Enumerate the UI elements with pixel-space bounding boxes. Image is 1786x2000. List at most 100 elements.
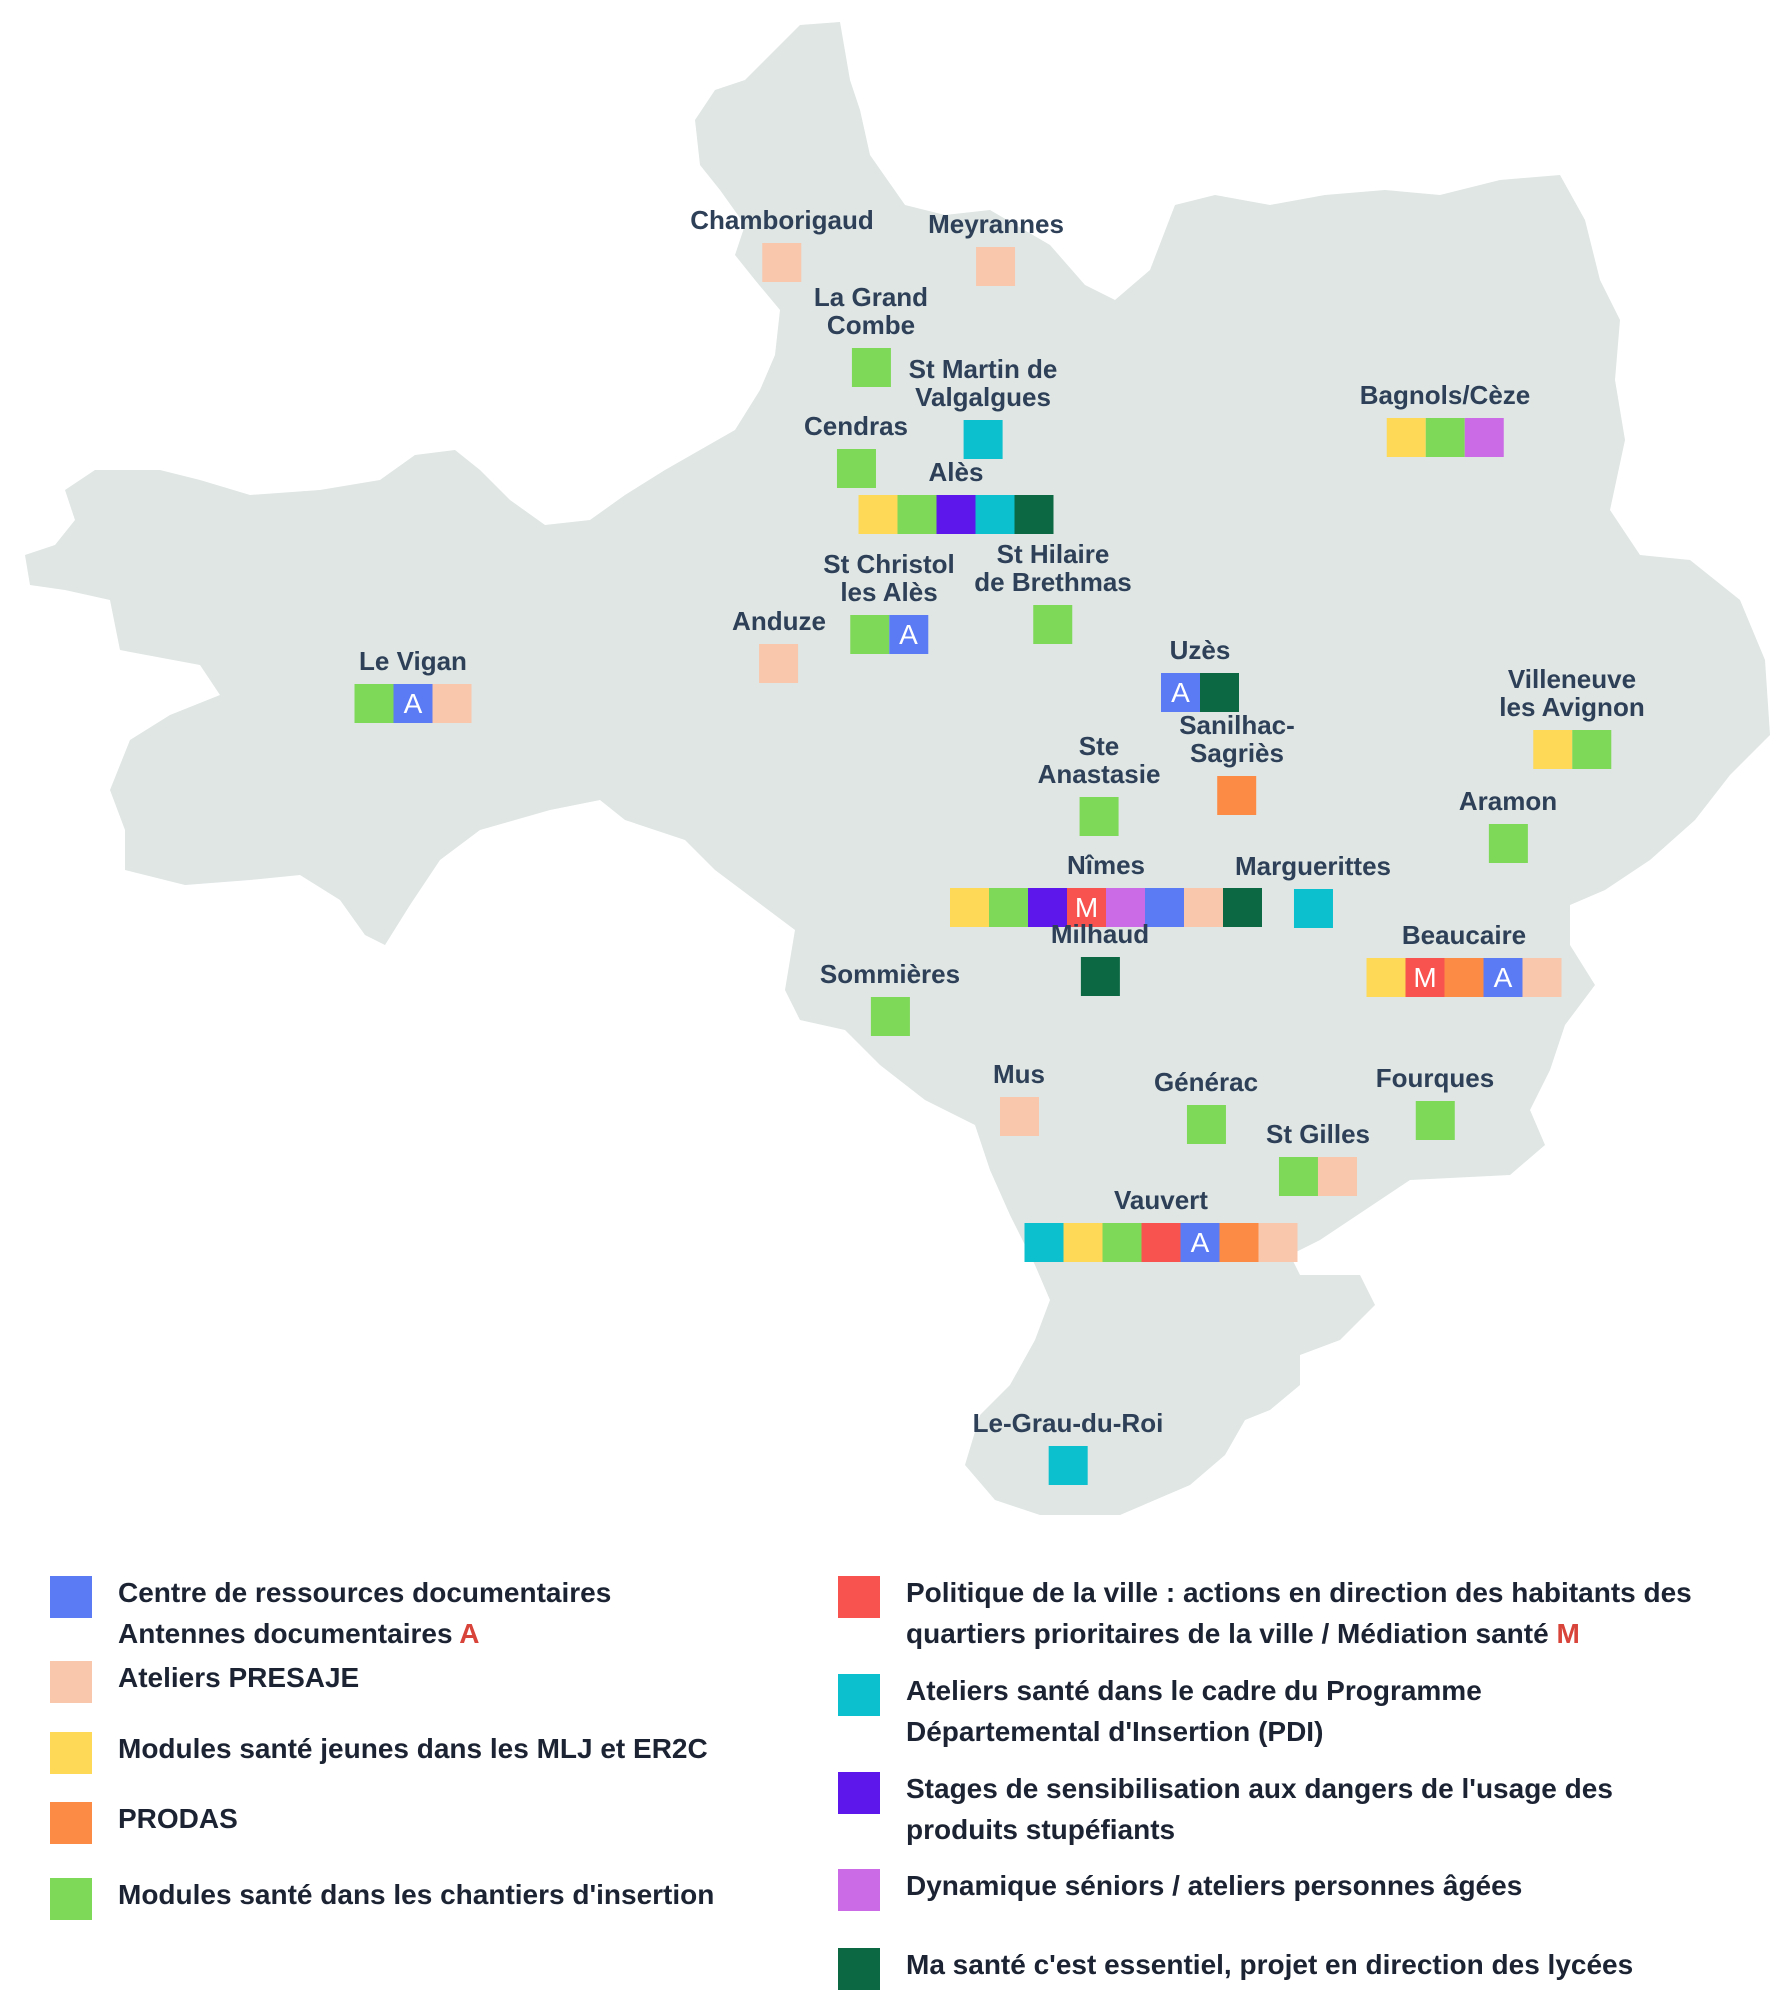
action-markers <box>1278 1157 1357 1196</box>
marker-chantiers <box>897 495 937 534</box>
place-label: Bagnols/Cèze <box>1359 380 1531 410</box>
marker-chantiers <box>1425 418 1465 457</box>
marker-chantiers <box>836 449 876 488</box>
place-label: Chamborigaud <box>690 205 874 235</box>
action-markers <box>1533 730 1611 769</box>
place-chamborigaud: Chamborigaud <box>690 205 874 282</box>
marker-centre: A <box>1161 673 1200 712</box>
marker-chantiers <box>1033 605 1073 644</box>
place-st-martin-de-valgalgues: St Martin de Valgalgues <box>909 355 1057 459</box>
place-fourques: Fourques <box>1376 1064 1494 1140</box>
place-st-christol-les-ales: St Christol les Alès A <box>823 550 955 654</box>
marker-stages <box>1028 888 1067 927</box>
marker-presaje <box>1184 888 1223 927</box>
place-generac: Générac <box>1154 1068 1258 1144</box>
marker-centre: A <box>393 684 433 723</box>
marker-chantiers <box>870 997 910 1036</box>
place-label: Meyrannes <box>928 209 1064 239</box>
marker-seniors <box>1106 888 1145 927</box>
legend-label: Ateliers PRESAJE <box>118 1662 360 1693</box>
marker-pdi <box>975 495 1015 534</box>
marker-centre: A <box>888 615 928 654</box>
marker-prodas <box>1219 1223 1259 1262</box>
legend-swatch <box>50 1576 92 1618</box>
legend-swatch <box>838 1869 880 1911</box>
place-mus: Mus <box>993 1060 1045 1136</box>
place-label: Le Vigan <box>359 646 467 676</box>
action-markers <box>1079 797 1119 836</box>
action-markers <box>976 247 1016 286</box>
marker-lycees <box>1223 888 1262 927</box>
action-markers <box>1293 889 1333 928</box>
marker-pdi <box>1024 1223 1064 1262</box>
place-label: Vauvert <box>1114 1185 1208 1215</box>
place-label: Fourques <box>1375 1063 1495 1093</box>
marker-centre <box>1145 888 1184 927</box>
marker-mlj <box>1386 418 1426 457</box>
marker-centre: A <box>1180 1223 1220 1262</box>
marker-politique: M <box>1067 888 1106 927</box>
place-le-vigan: Le Vigan A <box>354 646 472 723</box>
marker-presaje <box>1258 1223 1298 1262</box>
marker-lycees <box>1014 495 1054 534</box>
marker-prodas <box>1444 958 1484 997</box>
action-markers <box>1217 776 1257 815</box>
place-label: Uzès <box>1169 635 1231 665</box>
marker-seniors <box>1464 418 1504 457</box>
marker-presaje <box>1522 958 1562 997</box>
place-sommieres: Sommières <box>820 960 960 1036</box>
action-markers <box>963 420 1003 459</box>
marker-pdi <box>1293 889 1333 928</box>
place-label: Nîmes <box>1066 850 1146 880</box>
place-beaucaire: Beaucaire M A <box>1366 920 1562 997</box>
place-label: Villeneuve les Avignon <box>1499 664 1645 722</box>
legend-swatch <box>50 1661 92 1703</box>
place-uzes: Uzès A <box>1161 636 1239 712</box>
action-markers: A <box>1024 1223 1298 1262</box>
marker-lycees <box>1080 957 1120 996</box>
marker-chantiers <box>354 684 394 723</box>
marker-chantiers <box>1186 1105 1226 1144</box>
place-label: Anduze <box>732 606 826 636</box>
legend-label: Modules santé dans les chantiers d'inser… <box>118 1879 715 1910</box>
place-label: Beaucaire <box>1401 920 1527 950</box>
place-label: Aramon <box>1458 786 1558 816</box>
place-la-grand-combe: La Grand Combe <box>814 283 928 387</box>
marker-chantiers <box>1415 1101 1455 1140</box>
place-label: Mus <box>993 1059 1045 1089</box>
place-label: Marguerittes <box>1234 851 1392 881</box>
marker-politique: M <box>1405 958 1445 997</box>
legend-swatch <box>838 1576 880 1618</box>
action-markers <box>1415 1101 1455 1140</box>
marker-presaje <box>759 644 799 683</box>
action-markers <box>836 449 876 488</box>
marker-chantiers <box>989 888 1028 927</box>
action-markers <box>858 495 1054 534</box>
place-anduze: Anduze <box>732 607 826 683</box>
marker-mlj <box>858 495 898 534</box>
legend-marker-letter: A <box>459 1618 480 1649</box>
action-markers <box>870 997 910 1036</box>
marker-chantiers <box>1102 1223 1142 1262</box>
place-villeneuve-les-avignon: Villeneuve les Avignon <box>1499 664 1645 769</box>
marker-mlj <box>1063 1223 1103 1262</box>
place-label: Sanilhac- Sagriès <box>1179 710 1295 768</box>
marker-chantiers <box>1572 730 1611 769</box>
action-markers <box>1080 957 1120 996</box>
marker-politique <box>1141 1223 1181 1262</box>
legend-label: PRODAS <box>118 1803 238 1834</box>
marker-mlj <box>950 888 989 927</box>
marker-chantiers <box>1278 1157 1318 1196</box>
legend-swatch <box>838 1948 880 1990</box>
legend-label: Ateliers santé dans le cadre du Programm… <box>906 1675 1482 1747</box>
place-label: St Gilles <box>1265 1119 1371 1149</box>
place-nimes: Nîmes M <box>950 851 1262 927</box>
legend-swatch <box>50 1802 92 1844</box>
place-label: St Hilaire de Brethmas <box>974 539 1132 597</box>
marker-presaje <box>1317 1157 1357 1196</box>
marker-presaje <box>762 243 802 282</box>
marker-lycees <box>1200 673 1239 712</box>
place-ste-anastasie: Ste Anastasie <box>1038 732 1160 836</box>
marker-presaje <box>432 684 472 723</box>
department-outline <box>25 22 1770 1515</box>
